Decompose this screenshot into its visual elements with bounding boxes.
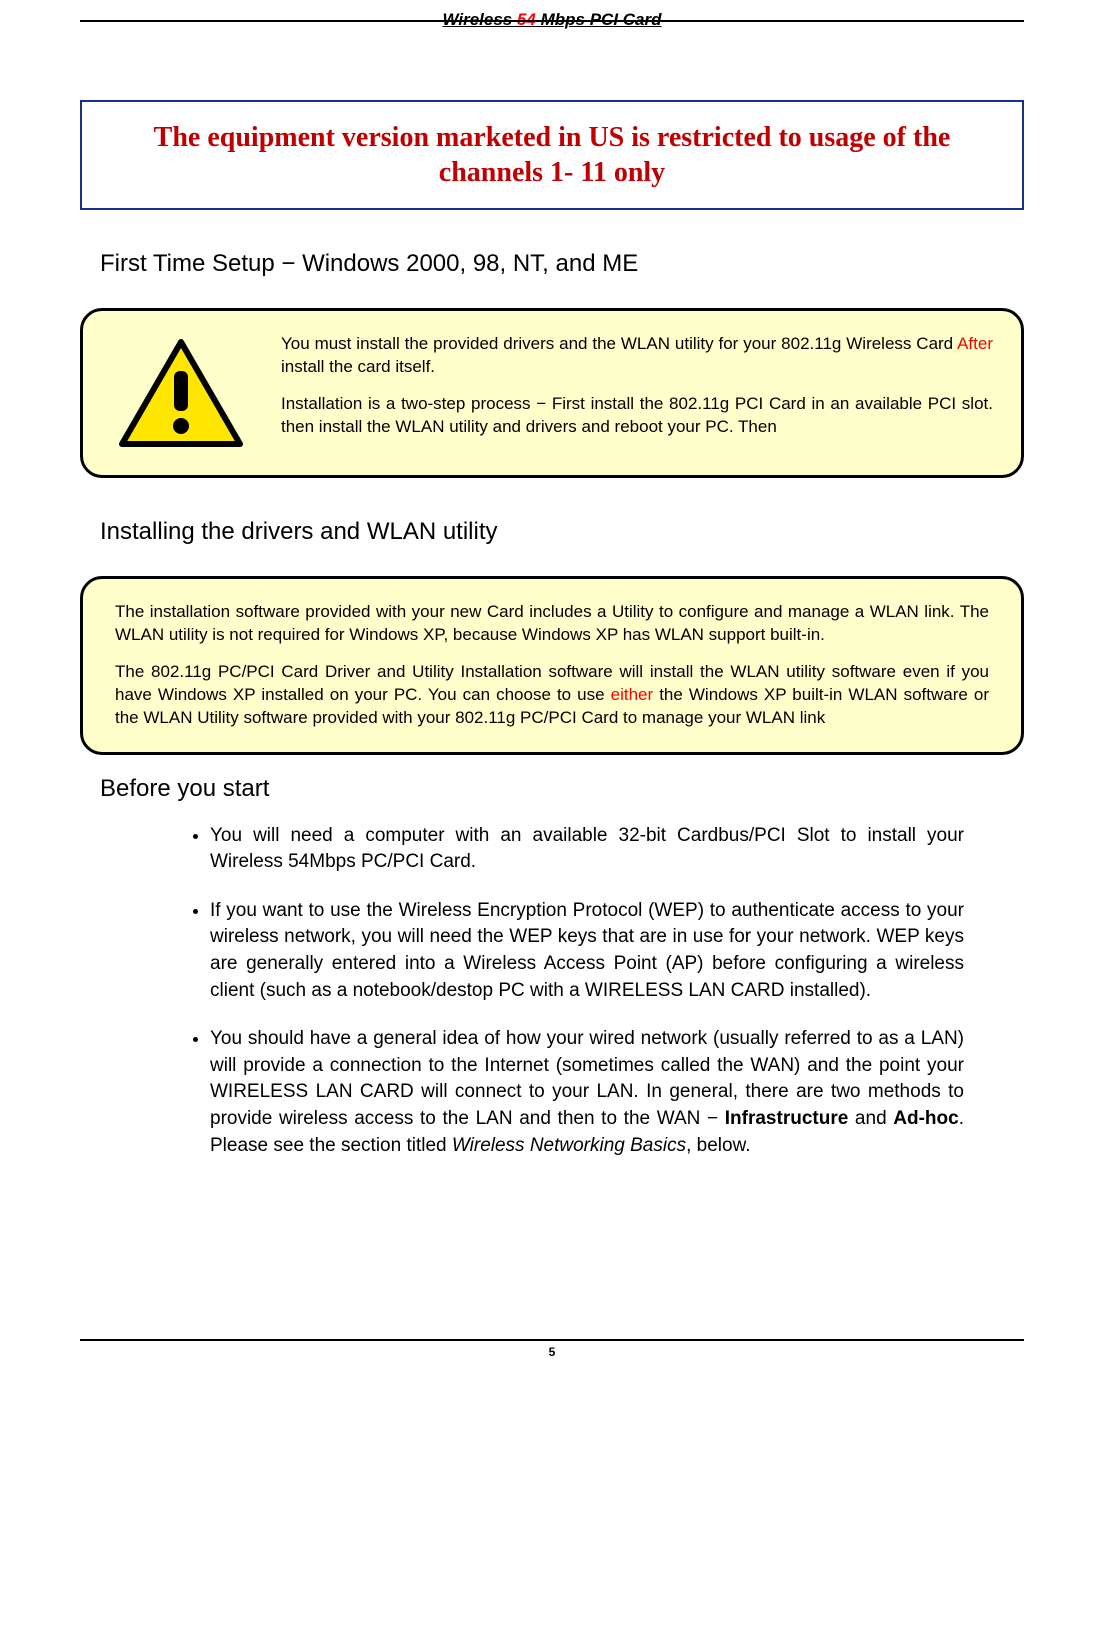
us-restriction-box: The equipment version marketed in US is … [80,100,1024,210]
install-note-callout: You must install the provided drivers an… [80,308,1024,478]
section-heading-first-time-setup: First Time Setup − Windows 2000, 98, NT,… [100,250,1024,278]
callout2-p1: The installation software provided with … [115,601,989,647]
bullet-1-text: If you want to use the Wireless Encrypti… [210,900,964,1001]
bullet-2-mid: and [848,1108,893,1129]
list-item: If you want to use the Wireless Encrypti… [210,898,964,1004]
page-number: 5 [80,1345,1024,1359]
warning-icon [111,333,251,453]
section-heading-installing: Installing the drivers and WLAN utility [100,518,1024,546]
bullet-2-bold2: Ad-hoc [893,1108,958,1129]
callout2-p2-red: either [611,685,654,704]
page-footer: 5 [80,1339,1024,1359]
bullet-2-tail: , below. [686,1135,750,1156]
bullet-2-italic: Wireless Networking Basics [452,1135,686,1156]
page-container: Wireless 54 Mbps PCI Card The equipment … [0,20,1104,1399]
before-you-start-heading: Before you start [100,775,1024,803]
callout1-p2: Installation is a two-step process − Fir… [281,393,993,439]
before-you-start-list: You will need a computer with an availab… [170,823,964,1160]
footer-rule [80,1339,1024,1341]
bullet-2-bold1: Infrastructure [725,1108,849,1129]
list-item: You should have a general idea of how yo… [210,1026,964,1159]
list-item: You will need a computer with an availab… [210,823,964,876]
callout1-p1b: install the card itself. [281,357,435,376]
install-note-text: You must install the provided drivers an… [281,333,993,439]
callout1-p1a: You must install the provided drivers an… [281,334,957,353]
header-rule [80,20,1024,22]
bullet-0-text: You will need a computer with an availab… [210,825,964,873]
us-restriction-text: The equipment version marketed in US is … [100,120,1004,190]
utility-note-text: The installation software provided with … [115,601,989,730]
utility-note-callout: The installation software provided with … [80,576,1024,755]
callout1-p1-red: After [957,334,993,353]
